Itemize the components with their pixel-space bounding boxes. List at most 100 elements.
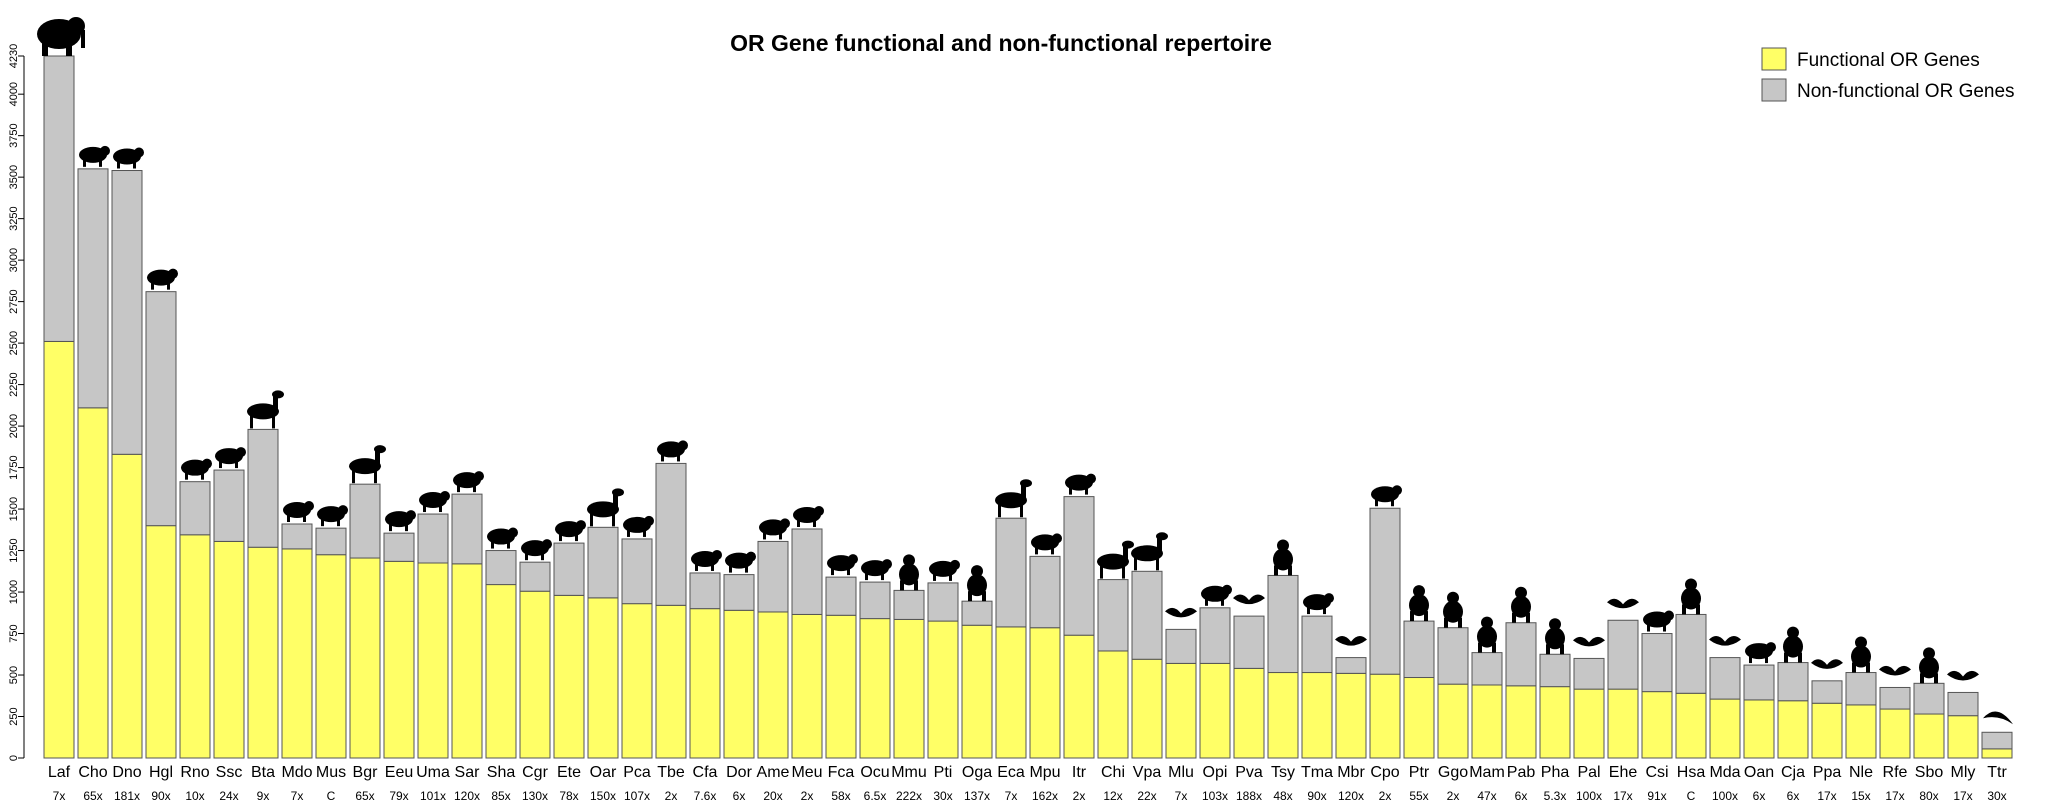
bar-nonfunctional-sbo	[1913, 682, 1945, 715]
bat-silhouette-icon	[1233, 594, 1265, 605]
coverage-label: 17x	[1953, 789, 1972, 803]
x-tick-label: Pal	[1577, 764, 1600, 781]
bar-nonfunctional-pab	[1505, 622, 1537, 687]
bar-functional-hsa	[1675, 692, 1707, 759]
y-tick-label: 2500	[8, 331, 20, 355]
chimpanzee-silhouette-icon	[1409, 585, 1429, 622]
coverage-label: 24x	[219, 789, 238, 803]
chart-title: OR Gene functional and non-functional re…	[730, 30, 1272, 56]
coverage-label: 162x	[1032, 789, 1058, 803]
x-tick-label: Bgr	[353, 764, 379, 781]
bar-nonfunctional-mda	[1709, 657, 1741, 700]
bear-silhouette-icon	[419, 491, 450, 513]
y-tick-label: 500	[8, 666, 20, 684]
bar-functional-ocu	[859, 618, 891, 759]
x-tick-label: Mbr	[1337, 764, 1365, 781]
x-tick-label: Mpu	[1029, 764, 1060, 781]
bar-functional-ggo	[1437, 683, 1469, 759]
bat-silhouette-icon	[1335, 636, 1367, 646]
bar-functional-cja	[1777, 700, 1809, 759]
coverage-label: 30x	[933, 789, 952, 803]
coverage-label: 90x	[151, 789, 170, 803]
mole-rat-silhouette-icon	[147, 268, 178, 290]
lemur-silhouette-icon	[899, 554, 919, 591]
coverage-label: C	[327, 789, 336, 803]
bar-functional-mmu	[893, 618, 925, 759]
shrew-silhouette-icon	[453, 471, 484, 493]
bar-nonfunctional-cja	[1777, 662, 1809, 702]
coverage-label: 6x	[1787, 789, 1800, 803]
x-tick-label: Uma	[416, 764, 450, 781]
y-tick-label: 3250	[8, 206, 20, 230]
bar-nonfunctional-mdo	[281, 523, 313, 550]
x-tick-label: Itr	[1072, 764, 1087, 781]
coverage-label: 188x	[1236, 789, 1262, 803]
coverage-label: 130x	[522, 789, 548, 803]
x-tick-label: Meu	[791, 764, 822, 781]
monkey-silhouette-icon	[1477, 616, 1497, 653]
bar-functional-mbr	[1335, 672, 1367, 759]
y-tick-label: 4230	[8, 44, 20, 68]
x-tick-label: Oar	[590, 764, 617, 781]
coverage-label: 17x	[1817, 789, 1836, 803]
coverage-label: 17x	[1885, 789, 1904, 803]
legend-label-nonfunctional: Non-functional OR Genes	[1797, 81, 2015, 102]
coverage-label: 7x	[1175, 789, 1188, 803]
bat-silhouette-icon	[1165, 607, 1197, 618]
x-tick-label: Pva	[1235, 764, 1263, 781]
x-tick-label: Oga	[962, 764, 992, 781]
bar-functional-dno	[111, 453, 143, 759]
y-tick-label: 4000	[8, 82, 20, 106]
bar-nonfunctional-pca	[621, 538, 653, 605]
bar-functional-sbo	[1913, 713, 1945, 759]
bar-functional-pal	[1573, 688, 1605, 759]
sheep-silhouette-icon	[587, 488, 624, 527]
x-tick-label: Chi	[1101, 764, 1125, 781]
bar-nonfunctional-oan	[1743, 664, 1775, 701]
hamster-silhouette-icon	[521, 539, 552, 561]
x-tick-label: Opi	[1203, 764, 1228, 781]
bar-functional-mlu	[1165, 662, 1197, 759]
armadillo-silhouette-icon	[113, 147, 144, 169]
x-axis-labels: Laf 7x Cho 65x Dno 181x Hgl 90x Rno 10x Ssc 24x Bta 9…	[48, 764, 2008, 803]
bar-functional-pva	[1233, 667, 1265, 759]
bar-nonfunctional-ete	[553, 542, 585, 596]
tiger-silhouette-icon	[929, 559, 960, 581]
bar-functional-ttr	[1981, 748, 2013, 759]
y-tick-label: 2000	[8, 414, 20, 438]
x-tick-label: Eca	[997, 764, 1025, 781]
squirrel-silhouette-icon	[1065, 473, 1096, 495]
bar-nonfunctional-tma	[1301, 615, 1333, 674]
x-tick-label: Rfe	[1883, 764, 1908, 781]
x-tick-label: Pca	[623, 764, 651, 781]
coverage-label: 100x	[1576, 789, 1602, 803]
bar-functional-ppa	[1811, 702, 1843, 759]
baboon-silhouette-icon	[1545, 618, 1565, 655]
bar-nonfunctional-fca	[825, 576, 857, 616]
bar-functional-dor	[723, 609, 755, 759]
coverage-label: 80x	[1919, 789, 1938, 803]
ferret-silhouette-icon	[1031, 533, 1062, 555]
x-tick-label: Tsy	[1271, 764, 1295, 781]
coverage-label: 9x	[257, 789, 270, 803]
coverage-label: 91x	[1647, 789, 1666, 803]
x-tick-label: Dno	[112, 764, 141, 781]
coverage-label: 55x	[1409, 789, 1428, 803]
rat-silhouette-icon	[181, 458, 212, 480]
platypus-silhouette-icon	[1745, 642, 1776, 664]
bar-functional-cfa	[689, 608, 721, 759]
legend-swatch-nonfunctional	[1761, 78, 1787, 102]
bar-functional-mus	[315, 554, 347, 759]
bar-nonfunctional-oar	[587, 526, 619, 599]
bar-functional-tsy	[1267, 672, 1299, 759]
bar-nonfunctional-ehe	[1607, 619, 1639, 690]
bar-functional-pha	[1539, 686, 1571, 759]
coverage-label: 12x	[1103, 789, 1122, 803]
bat-silhouette-icon	[1947, 670, 1979, 681]
bar-functional-cho	[77, 407, 109, 759]
x-tick-label: Mdo	[281, 764, 312, 781]
x-tick-label: Mlu	[1168, 764, 1194, 781]
panda-silhouette-icon	[759, 518, 790, 540]
coverage-label: 2x	[665, 789, 678, 803]
